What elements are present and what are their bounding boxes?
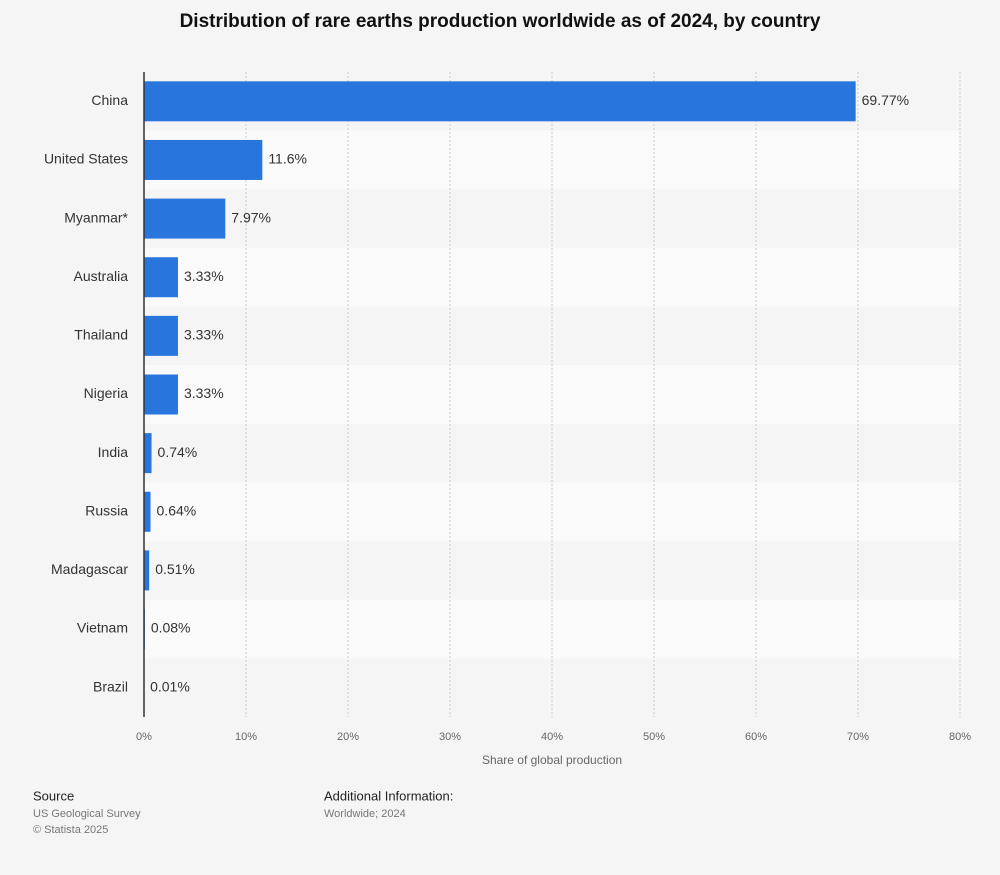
y-tick-label: Thailand <box>74 327 128 343</box>
bar <box>144 198 226 239</box>
y-tick-label: United States <box>44 151 128 167</box>
value-label: 0.64% <box>157 502 197 518</box>
source: US Geological Survey <box>33 808 141 820</box>
y-tick-label: Myanmar* <box>64 209 128 225</box>
info-title: Additional Information: <box>324 788 453 803</box>
chart-title: Distribution of rare earths production w… <box>180 11 821 32</box>
value-label: 0.01% <box>150 678 190 694</box>
value-label: 69.77% <box>862 92 909 108</box>
y-tick-label: Nigeria <box>84 385 129 401</box>
value-label: 3.33% <box>184 327 224 343</box>
y-tick-label: Brazil <box>93 678 128 694</box>
x-tick-label: 10% <box>235 731 257 743</box>
x-tick-label: 80% <box>949 731 971 743</box>
y-tick-label: China <box>91 92 128 108</box>
value-label: 3.33% <box>184 268 224 284</box>
bar <box>144 139 263 180</box>
y-tick-label: Madagascar <box>51 561 128 577</box>
x-tick-label: 60% <box>745 731 767 743</box>
row-stripe <box>144 365 960 424</box>
y-tick-label: Russia <box>85 502 128 518</box>
value-label: 3.33% <box>184 385 224 401</box>
x-tick-label: 20% <box>337 731 359 743</box>
x-tick-label: 40% <box>541 731 563 743</box>
x-tick-label: 50% <box>643 731 665 743</box>
bar <box>144 81 856 122</box>
y-tick-label: Vietnam <box>77 620 128 636</box>
x-tick-label: 30% <box>439 731 461 743</box>
y-tick-label: Australia <box>74 268 129 284</box>
info: Worldwide; 2024 <box>324 808 406 820</box>
x-tick-label: 70% <box>847 731 869 743</box>
value-label: 11.6% <box>268 151 307 167</box>
value-label: 0.74% <box>158 444 198 460</box>
bar <box>144 550 150 591</box>
bar <box>144 257 178 298</box>
value-label: 7.97% <box>231 209 271 225</box>
bar <box>144 433 152 474</box>
source-title: Source <box>33 788 74 803</box>
copyright: © Statista 2025 <box>33 824 108 836</box>
x-axis-label: Share of global production <box>482 753 622 767</box>
bar <box>144 315 178 356</box>
value-label: 0.08% <box>151 620 191 636</box>
value-label: 0.51% <box>155 561 195 577</box>
bar <box>144 374 178 415</box>
y-tick-label: India <box>98 444 129 460</box>
bar <box>144 491 151 532</box>
x-tick-label: 0% <box>136 731 152 743</box>
